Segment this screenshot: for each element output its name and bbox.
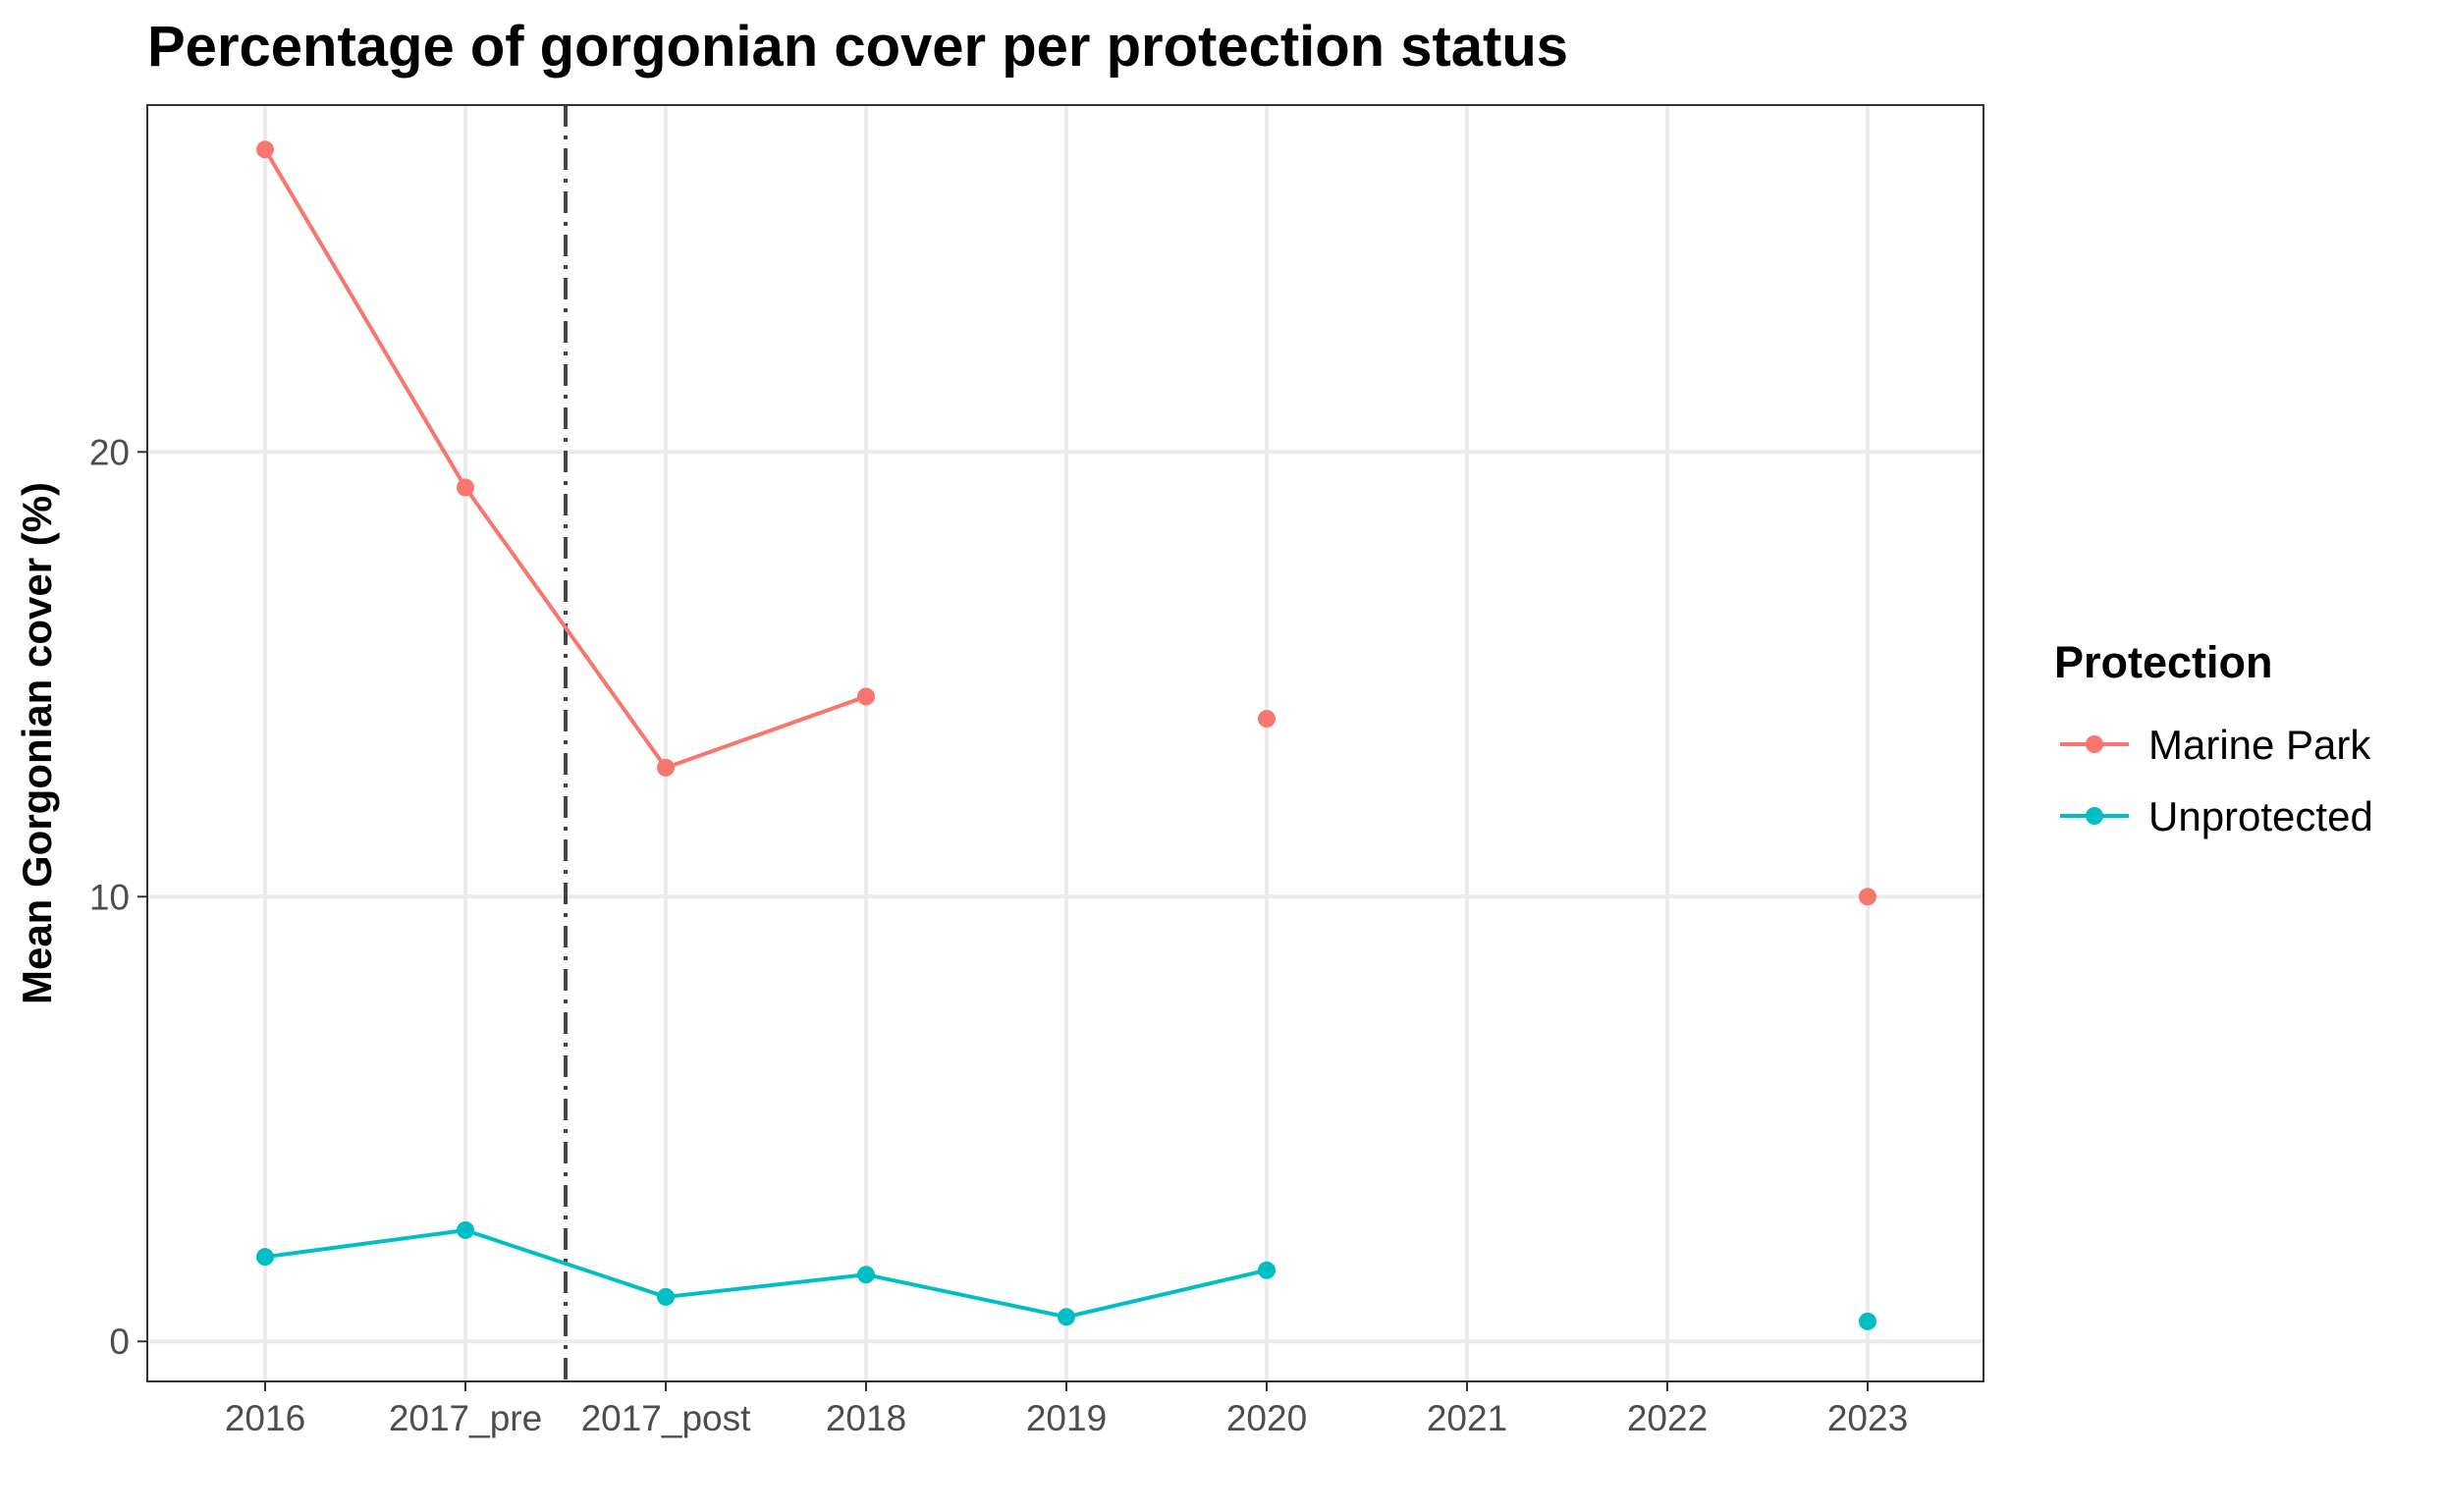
data-point <box>1859 888 1876 906</box>
data-point <box>457 1220 474 1239</box>
y-tick-label: 10 <box>89 877 130 917</box>
series-line-segment <box>664 694 868 770</box>
series-line-segment <box>664 1272 868 1299</box>
data-point <box>256 140 274 159</box>
chart-title: Percentage of gorgonian cover per protec… <box>147 15 1568 79</box>
x-tick-label: 2020 <box>1226 1398 1307 1438</box>
x-tick-label: 2021 <box>1427 1398 1507 1438</box>
series-line-segment <box>463 485 668 770</box>
series-line-segment <box>1064 1268 1269 1320</box>
data-point <box>857 1266 875 1284</box>
series-line-segment <box>263 1227 467 1260</box>
data-point <box>657 1287 675 1306</box>
x-tick-label: 2023 <box>1827 1398 1908 1438</box>
legend-label: Marine Park <box>2148 722 2371 768</box>
legend-key-point <box>2086 735 2103 753</box>
data-point <box>1258 1261 1276 1279</box>
data-point <box>1859 1312 1876 1330</box>
series-0 <box>256 140 1876 906</box>
legend-key-point <box>2086 807 2103 825</box>
data-point <box>457 478 474 497</box>
legend-item: Unprotected <box>2060 793 2373 839</box>
data-point <box>1258 710 1276 729</box>
series-line-segment <box>864 1272 1068 1320</box>
x-tick-label: 2018 <box>826 1398 906 1438</box>
y-tick-label: 0 <box>109 1322 130 1362</box>
series-1 <box>256 1220 1876 1330</box>
x-tick-label: 2022 <box>1627 1398 1708 1438</box>
x-tick-label: 2017_post <box>581 1398 752 1438</box>
data-point <box>857 687 875 706</box>
x-tick-label: 2017_pre <box>389 1398 542 1438</box>
data-point <box>256 1248 274 1267</box>
axes: 2016 2017_pre 2017_post 2018 2019 2020 2021 202… <box>89 432 1908 1438</box>
y-tick-label: 20 <box>89 432 130 472</box>
y-axis-title: Mean Gorgonian cover (%) <box>14 482 60 1004</box>
grid-lines <box>147 105 1983 1381</box>
legend: Protection Marine Park Unprotected <box>2054 637 2373 839</box>
legend-item: Marine Park <box>2060 722 2371 768</box>
series-layer <box>256 140 1876 1330</box>
series-line-segment <box>263 147 467 490</box>
x-tick-label: 2016 <box>225 1398 305 1438</box>
data-point <box>1058 1308 1075 1326</box>
x-tick-label: 2019 <box>1026 1398 1107 1438</box>
legend-items: Marine Park Unprotected <box>2060 722 2373 839</box>
series-line-segment <box>463 1227 668 1299</box>
data-point <box>657 758 675 777</box>
legend-title: Protection <box>2054 637 2273 687</box>
legend-label: Unprotected <box>2148 793 2373 839</box>
